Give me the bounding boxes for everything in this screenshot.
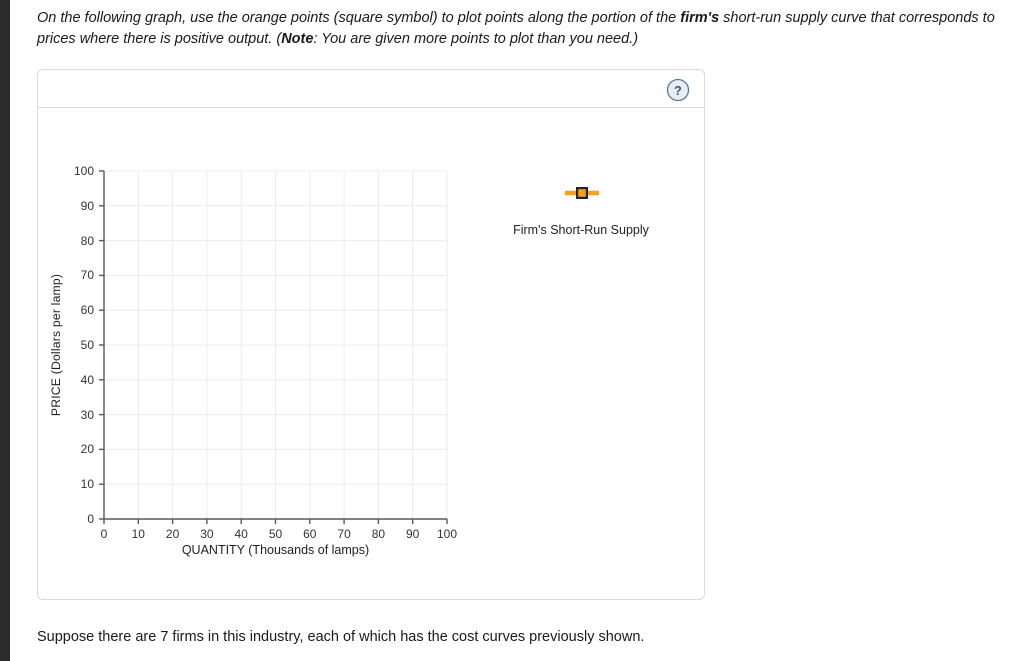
svg-text:?: ? [674, 84, 682, 98]
